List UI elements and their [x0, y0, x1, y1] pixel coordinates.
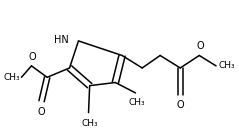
Text: O: O [38, 108, 45, 117]
Text: O: O [176, 100, 184, 110]
Text: CH₃: CH₃ [218, 61, 235, 70]
Text: CH₃: CH₃ [3, 73, 20, 82]
Text: HN: HN [54, 35, 68, 45]
Text: O: O [29, 52, 36, 62]
Text: O: O [197, 41, 204, 51]
Text: CH₃: CH₃ [128, 98, 145, 107]
Text: CH₃: CH₃ [81, 119, 98, 128]
